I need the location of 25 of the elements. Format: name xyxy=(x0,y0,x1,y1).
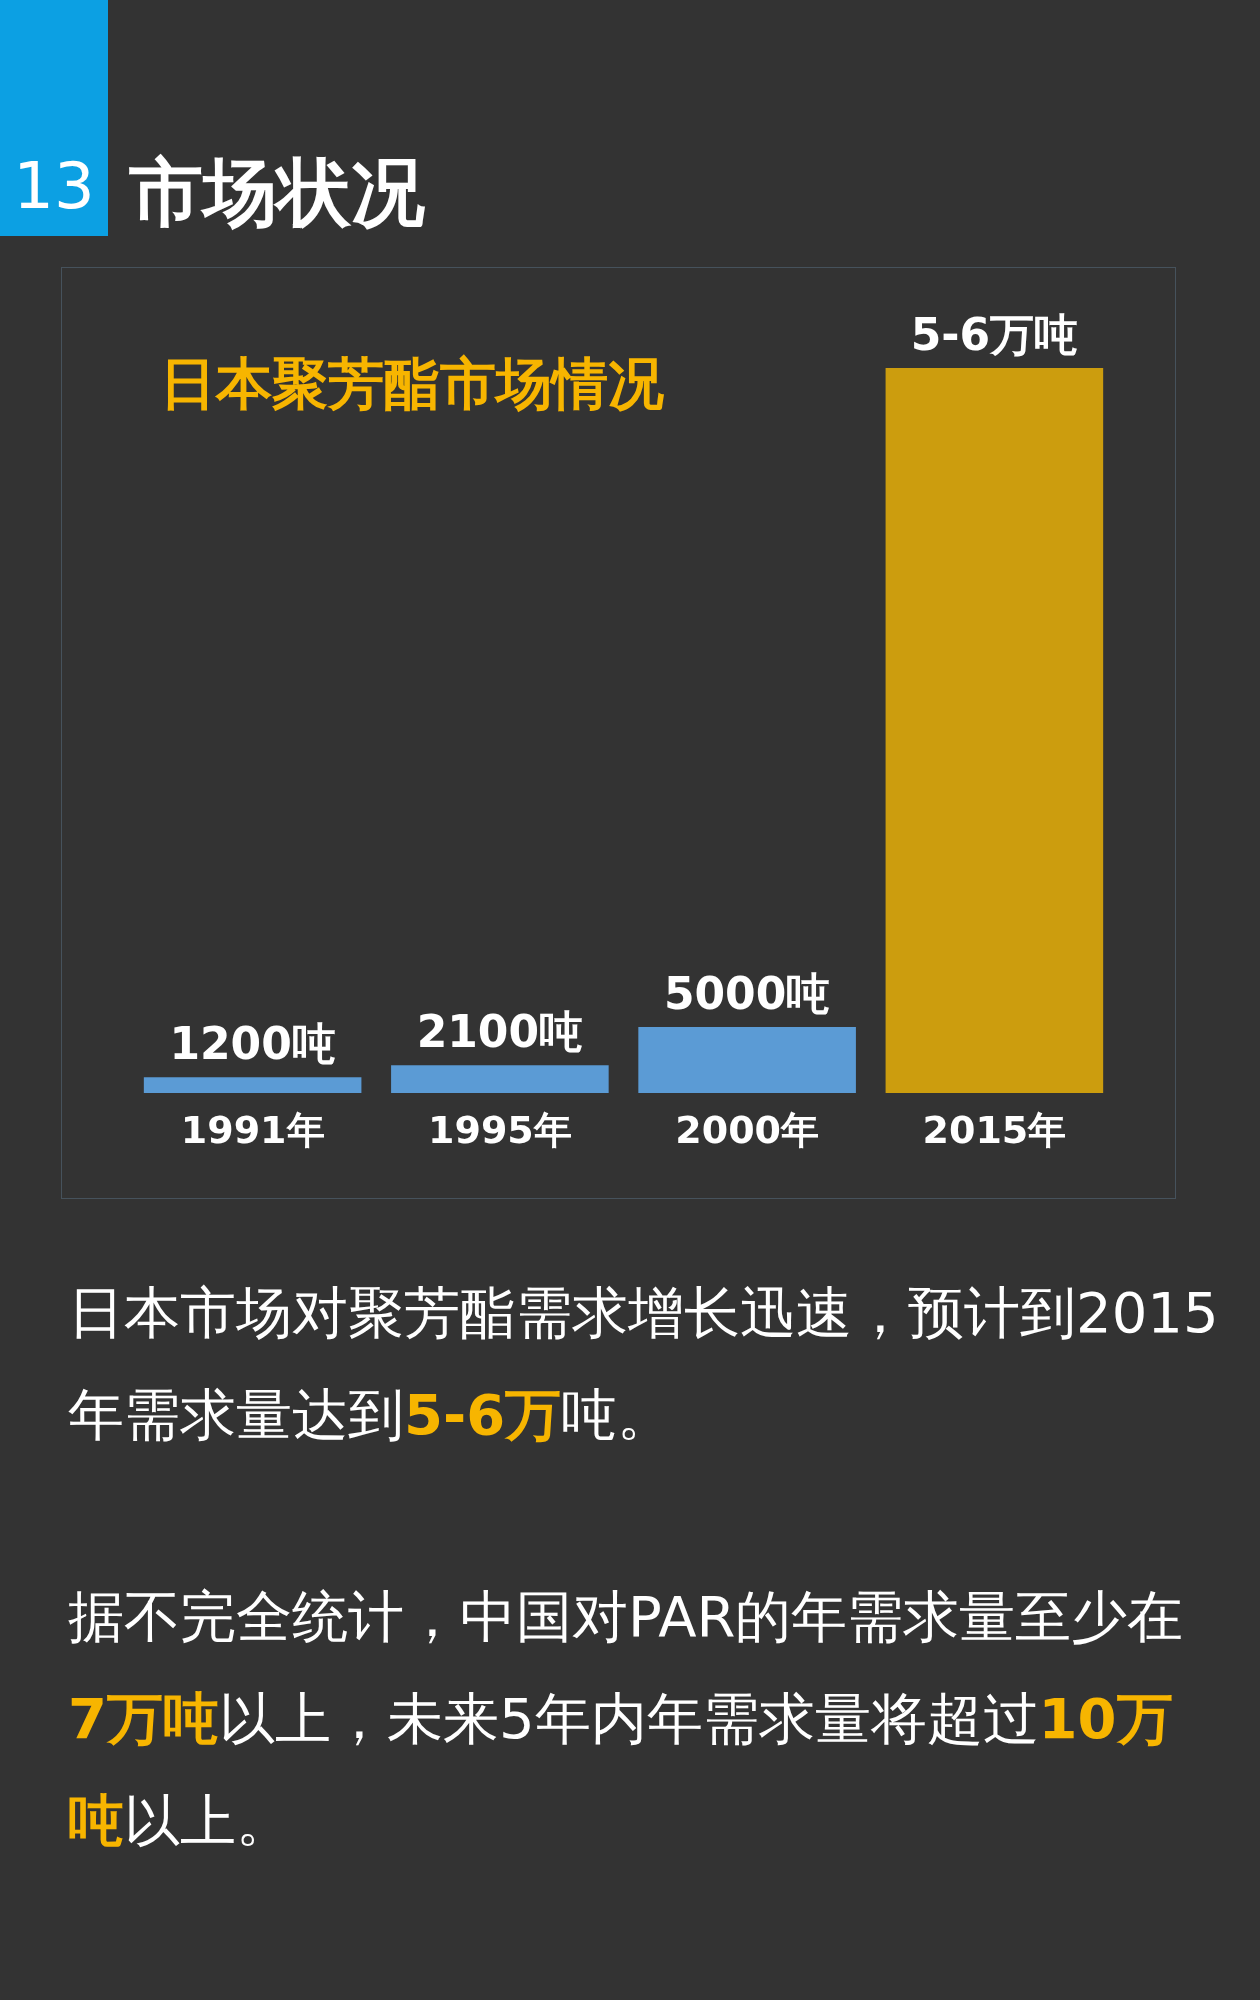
text: 13 xyxy=(12,149,96,223)
bar xyxy=(885,368,1104,1093)
x-tick-label: 2000年 xyxy=(675,1108,820,1152)
text: 据不完全统计，中国对PAR的年需求量至少在 xyxy=(68,1584,1184,1649)
x-tick-label: 1995年 xyxy=(427,1108,572,1152)
data-label: 2100吨 xyxy=(416,1005,584,1057)
bar xyxy=(391,1065,609,1093)
x-tick-label: 1991年 xyxy=(180,1108,325,1152)
data-label: 5-6万吨 xyxy=(910,308,1079,360)
text: 以上，未来5年内年需求量将超过 xyxy=(218,1686,1039,1751)
text: 日本市场对聚芳酯需求增长迅速，预计到2015 xyxy=(68,1280,1219,1345)
text: 吨 xyxy=(68,1788,124,1853)
text: 10万 xyxy=(1038,1686,1173,1751)
text: 5-6万 xyxy=(404,1382,562,1447)
data-label: 5000吨 xyxy=(663,967,831,1019)
text: 7万吨 xyxy=(68,1686,219,1751)
x-tick-label: 2015年 xyxy=(922,1108,1067,1152)
text: 市场状况 xyxy=(129,149,425,235)
chart-title: 日本聚芳酯市场情况 xyxy=(160,350,664,416)
bar xyxy=(143,1077,362,1093)
text: 以上。 xyxy=(124,1788,292,1853)
bar xyxy=(638,1027,856,1093)
text: 年需求量达到 xyxy=(68,1382,404,1447)
text: 吨。 xyxy=(561,1382,674,1447)
data-label: 1200吨 xyxy=(169,1017,336,1069)
